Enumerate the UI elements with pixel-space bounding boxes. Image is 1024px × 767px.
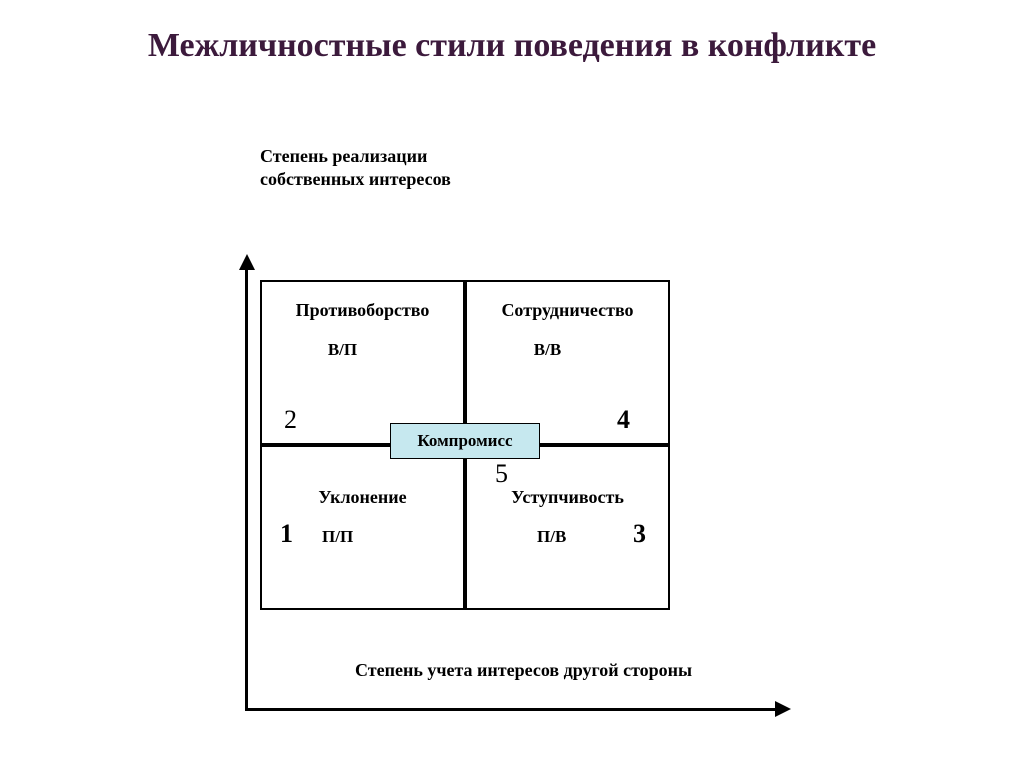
quadrant-number: 3 (633, 519, 646, 549)
quadrant-number: 2 (284, 405, 297, 435)
quadrant-label: Уклонение (262, 487, 463, 508)
slide-title: Межличностные стили поведения в конфликт… (0, 0, 1024, 68)
center-label: Компромисс (417, 431, 512, 451)
quadrant-label: Противоборство (262, 300, 463, 321)
x-axis-arrow-icon (775, 701, 791, 717)
quadrant-bottom-left: Уклонение П/П 1 (260, 445, 465, 610)
quadrant-code: В/В (447, 340, 648, 360)
quadrant-code: В/П (242, 340, 443, 360)
quadrant-number: 4 (617, 405, 630, 435)
y-axis-label: Степень реализации собственных интересов (260, 145, 451, 192)
quadrant-code: П/П (322, 527, 353, 547)
quadrant-label: Сотрудничество (467, 300, 668, 321)
y-axis (245, 268, 248, 708)
center-compromise-box: Компромисс (390, 423, 540, 459)
quadrant-code: П/В (537, 527, 566, 547)
quadrant-label: Уступчивость (467, 487, 668, 508)
quadrant-top-right: Сотрудничество В/В 4 (465, 280, 670, 445)
center-number: 5 (495, 459, 508, 489)
quadrant-top-left: Противоборство В/П 2 (260, 280, 465, 445)
x-axis (245, 708, 775, 711)
x-axis-label: Степень учета интересов другой стороны (355, 660, 692, 681)
y-axis-arrow-icon (239, 254, 255, 270)
quadrant-number: 1 (280, 519, 293, 549)
